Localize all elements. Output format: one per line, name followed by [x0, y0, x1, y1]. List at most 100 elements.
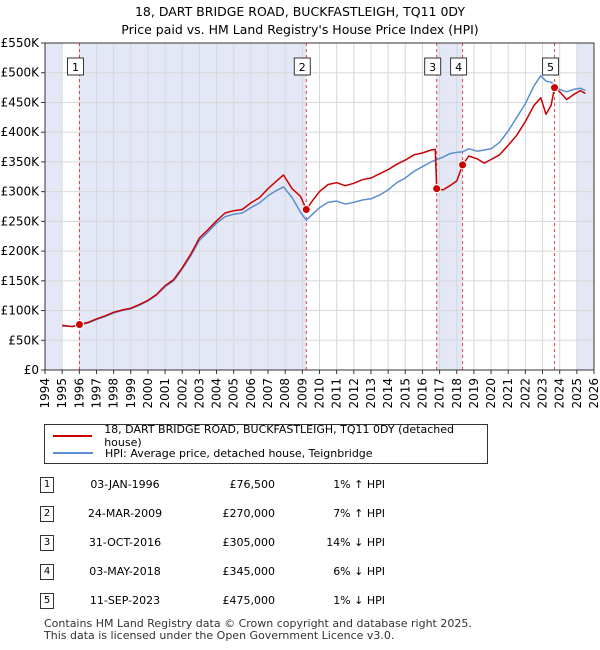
- sale-label-number: 3: [429, 61, 436, 74]
- x-tick-label: 2005: [227, 378, 241, 409]
- sale-label-box: [424, 57, 442, 76]
- sale-price: £305,000: [222, 536, 276, 549]
- sale-point: [301, 204, 311, 214]
- sale-point: [458, 160, 468, 170]
- table-row: 4 03-MAY-2018 £345,000 6% ↓ HPI: [40, 557, 385, 586]
- x-tick-label: 2004: [210, 378, 224, 409]
- sale-date: 11-SEP-2023: [89, 594, 161, 607]
- sale-point: [550, 83, 560, 93]
- legend-item-property: 18, DART BRIDGE ROAD, BUCKFASTLEIGH, TQ1…: [53, 423, 487, 449]
- sale-hpi-diff: 7% ↑ HPI: [333, 507, 385, 520]
- table-row: 5 11-SEP-2023 £475,000 1% ↓ HPI: [40, 586, 385, 615]
- table-row: 1 03-JAN-1996 £76,500 1% ↑ HPI: [40, 470, 385, 499]
- x-tick-label: 2026: [587, 378, 600, 409]
- x-tick-label: 2015: [398, 378, 412, 409]
- x-tick-label: 2003: [192, 378, 206, 409]
- sale-date: 03-JAN-1996: [90, 478, 160, 491]
- x-tick-label: 2010: [313, 378, 327, 409]
- footer: Contains HM Land Registry data © Crown c…: [44, 618, 472, 642]
- sale-label-number: 1: [72, 61, 79, 74]
- legend-label-property: 18, DART BRIDGE ROAD, BUCKFASTLEIGH, TQ1…: [104, 423, 454, 449]
- footer-copyright: Contains HM Land Registry data © Crown c…: [44, 617, 472, 630]
- sale-hpi-diff: 1% ↓ HPI: [333, 594, 385, 607]
- table-row: 3 31-OCT-2016 £305,000 14% ↓ HPI: [40, 528, 385, 557]
- legend-item-hpi: HPI: Average price, detached house, Teig…: [53, 445, 373, 461]
- x-tick-label: 2006: [244, 378, 258, 409]
- sale-label-box: [293, 57, 311, 76]
- x-tick-label: 2017: [433, 378, 447, 409]
- table-row: 2 24-MAR-2009 £270,000 7% ↑ HPI: [40, 499, 385, 528]
- x-tick-label: 2013: [364, 378, 378, 409]
- sale-number-badge: 2: [40, 505, 54, 522]
- y-tick-label: £450K: [1, 95, 41, 109]
- legend: 18, DART BRIDGE ROAD, BUCKFASTLEIGH, TQ1…: [44, 423, 488, 464]
- y-tick-label: £300K: [1, 185, 41, 199]
- y-tick-label: £250K: [1, 214, 41, 228]
- y-tick-label: £100K: [1, 304, 41, 318]
- sale-hpi-diff: 14% ↓ HPI: [326, 536, 385, 549]
- x-tick-label: 1997: [89, 378, 103, 409]
- x-tick-label: 2024: [553, 378, 567, 409]
- sale-number-badge: 5: [40, 592, 54, 609]
- x-tick-label: 2012: [347, 378, 361, 409]
- sale-label-number: 5: [547, 61, 554, 74]
- sale-price: £270,000: [222, 507, 276, 520]
- sale-number-badge: 1: [40, 476, 54, 493]
- y-tick-label: £200K: [1, 244, 41, 258]
- x-tick-label: 1994: [38, 378, 52, 409]
- x-tick-label: 2020: [484, 378, 498, 409]
- legend-swatch-hpi: [53, 452, 93, 454]
- sale-label-box: [542, 57, 560, 76]
- x-tick-label: 2022: [518, 378, 532, 409]
- ownership-shade: [436, 43, 463, 370]
- x-tick-label: 1995: [55, 378, 69, 409]
- y-tick-label: £150K: [1, 274, 41, 288]
- x-tick-label: 2002: [175, 378, 189, 409]
- x-tick-label: 2008: [278, 378, 292, 409]
- sale-date: 24-MAR-2009: [87, 507, 163, 520]
- x-tick-label: 2016: [415, 378, 429, 409]
- sale-date: 31-OCT-2016: [88, 536, 162, 549]
- sale-price: £76,500: [229, 478, 276, 491]
- legend-swatch-property: [53, 435, 93, 437]
- y-tick-label: £0: [24, 363, 39, 377]
- x-tick-label: 2019: [467, 378, 481, 409]
- sale-price: £345,000: [222, 565, 276, 578]
- sale-point: [432, 184, 442, 194]
- x-tick-label: 2023: [536, 378, 550, 409]
- sale-number-badge: 4: [40, 563, 54, 580]
- shaded-period: [576, 43, 594, 370]
- sale-hpi-diff: 1% ↑ HPI: [333, 478, 385, 491]
- x-tick-label: 1999: [124, 378, 138, 409]
- x-tick-label: 2011: [330, 378, 344, 409]
- y-tick-label: £50K: [8, 333, 40, 347]
- property-price-line: [62, 86, 586, 328]
- sale-date: 03-MAY-2018: [89, 565, 161, 578]
- y-tick-label: £400K: [1, 125, 41, 139]
- y-tick-label: £550K: [1, 36, 41, 50]
- sale-label-box: [450, 57, 468, 76]
- x-tick-label: 2001: [158, 378, 172, 409]
- x-tick-label: 2014: [381, 378, 395, 409]
- x-tick-label: 2009: [295, 378, 309, 409]
- sale-label-box: [66, 57, 84, 76]
- sale-number-badge: 3: [40, 534, 54, 551]
- chart-title: 18, DART BRIDGE ROAD, BUCKFASTLEIGH, TQ1…: [135, 4, 465, 19]
- x-tick-label: 1998: [107, 378, 121, 409]
- x-tick-label: 2021: [501, 378, 515, 409]
- sale-point: [74, 320, 84, 330]
- chart-subtitle: Price paid vs. HM Land Registry's House …: [121, 22, 478, 37]
- price-chart: 18, DART BRIDGE ROAD, BUCKFASTLEIGH, TQ1…: [1, 4, 600, 409]
- y-tick-label: £350K: [1, 155, 41, 169]
- footer-licence: This data is licensed under the Open Gov…: [44, 629, 395, 642]
- x-tick-label: 2007: [261, 378, 275, 409]
- sale-hpi-diff: 6% ↓ HPI: [333, 565, 385, 578]
- sale-price: £475,000: [222, 594, 276, 607]
- legend-label-hpi: HPI: Average price, detached house, Teig…: [105, 446, 373, 460]
- x-tick-label: 2018: [450, 378, 464, 409]
- x-tick-label: 2025: [570, 378, 584, 409]
- transactions-table: 1 03-JAN-1996 £76,500 1% ↑ HPI 2 24-MAR-…: [40, 470, 385, 615]
- x-tick-label: 1996: [72, 378, 86, 409]
- sale-label-number: 4: [455, 61, 462, 74]
- x-tick-label: 2000: [141, 378, 155, 409]
